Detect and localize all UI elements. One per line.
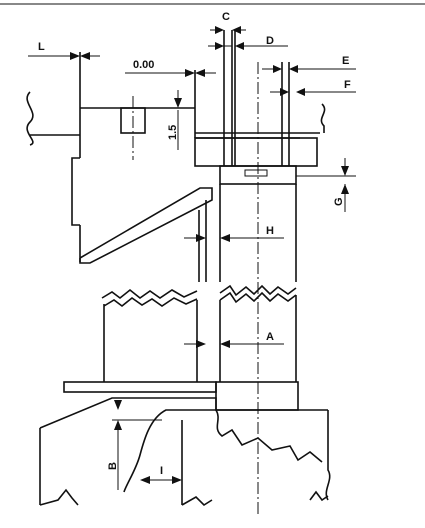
ground-left <box>39 397 217 429</box>
column <box>215 30 299 515</box>
footing-break <box>181 496 213 507</box>
label-C: C <box>222 11 230 23</box>
label-F: F <box>344 79 351 91</box>
dimension-H: H <box>184 225 284 242</box>
dimension-G: G <box>296 158 356 212</box>
label-I: I <box>160 465 163 477</box>
dim-I-arrow-2 <box>172 476 182 484</box>
footing-profile <box>123 409 216 493</box>
dimension-offset: 1.5 <box>167 90 182 150</box>
foundation <box>39 397 331 507</box>
column-base <box>215 381 299 411</box>
lower-wall <box>63 288 217 393</box>
dim-F-arrow-1 <box>280 88 289 96</box>
label-offset: 1.5 <box>167 125 179 140</box>
cap-slab <box>194 137 318 167</box>
dim-offset-arrow <box>174 98 182 108</box>
wall-break-lower <box>103 297 198 308</box>
dim-B-arrow-2 <box>114 420 122 430</box>
foundation-break <box>215 409 323 463</box>
left-ground-break <box>39 488 79 506</box>
dim-B-arrow-1 <box>114 400 122 410</box>
dim-A-arrow-1 <box>196 340 206 348</box>
dim-F-arrow-2 <box>296 88 305 96</box>
dim-H-arrow-2 <box>220 234 230 242</box>
sloped-slab-outline <box>79 187 213 264</box>
dimension-A: A <box>184 331 284 348</box>
dimension-E: E <box>262 55 356 73</box>
dim-zero-arrow-2 <box>195 69 205 77</box>
dimension-B: B <box>107 400 162 490</box>
break-line-left <box>26 91 34 146</box>
dim-E-arrow-2 <box>289 65 298 73</box>
dim-H-arrow-1 <box>196 234 206 242</box>
foundation-bottom-break <box>309 490 329 502</box>
dim-I-arrow-1 <box>140 476 150 484</box>
dimension-L: L <box>28 41 100 60</box>
dim-D-arrow-2 <box>235 42 244 50</box>
dimension-C: C <box>210 11 246 34</box>
dimension-zero: 0.00 <box>125 59 216 77</box>
dim-G-arrow-2 <box>341 184 349 194</box>
sloped-slab <box>79 187 213 282</box>
foundation-right <box>325 410 331 501</box>
label-B: B <box>107 462 119 470</box>
left-wall <box>26 52 81 262</box>
wall-break-upper <box>101 288 198 300</box>
label-L: L <box>38 41 45 53</box>
dim-A-arrow-2 <box>220 340 230 348</box>
label-A: A <box>266 331 274 343</box>
dim-G-arrow-1 <box>341 166 349 176</box>
dimension-D: D <box>208 35 288 50</box>
label-E: E <box>342 55 349 67</box>
dim-D-arrow-1 <box>215 42 224 50</box>
wall-step <box>71 157 80 226</box>
label-zero: 0.00 <box>133 59 154 71</box>
label-G: G <box>333 197 345 206</box>
lower-slab <box>63 381 217 393</box>
label-D: D <box>266 35 274 47</box>
label-H: H <box>266 225 274 237</box>
beam <box>80 70 320 160</box>
dim-L-arrow-1 <box>70 52 80 60</box>
dim-E-arrow-1 <box>273 65 282 73</box>
dimension-F: F <box>270 79 356 96</box>
dimension-I: I <box>140 465 182 484</box>
dim-L-arrow-2 <box>80 52 90 60</box>
dim-C-arrow-2 <box>232 26 241 34</box>
break-line-right <box>320 103 326 133</box>
dim-C-arrow-1 <box>215 26 224 34</box>
dim-zero-arrow-1 <box>185 69 195 77</box>
anchor-plate <box>244 169 268 177</box>
